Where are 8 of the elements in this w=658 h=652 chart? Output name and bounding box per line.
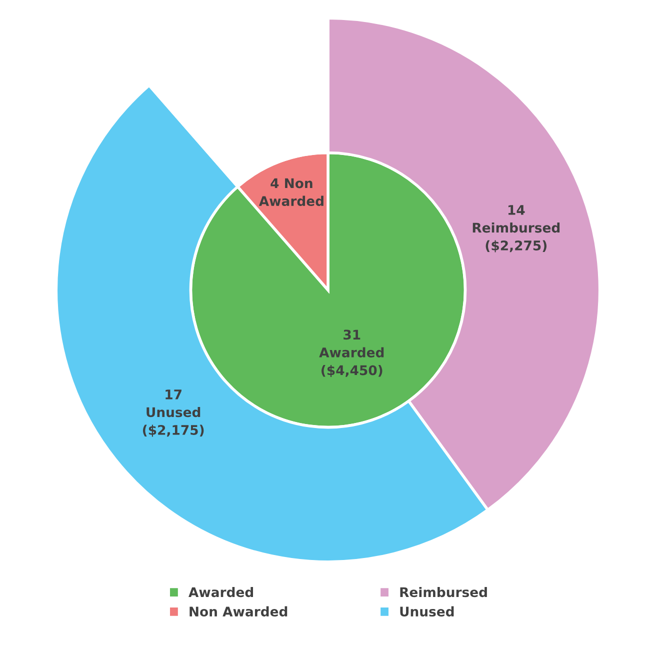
data-label: 31 Awarded ($4,450)	[319, 330, 384, 377]
data-label: 14 Reimbursed ($2,275)	[472, 205, 560, 252]
legend-label: Reimbursed	[400, 586, 487, 598]
legend-label: Awarded	[188, 586, 254, 598]
legend-label: Non Awarded	[190, 606, 288, 617]
legend-label: Unused	[400, 606, 454, 617]
data-label: 4 Non Awarded	[258, 178, 324, 206]
data-label: 17 Unused ($2,175)	[142, 390, 204, 437]
